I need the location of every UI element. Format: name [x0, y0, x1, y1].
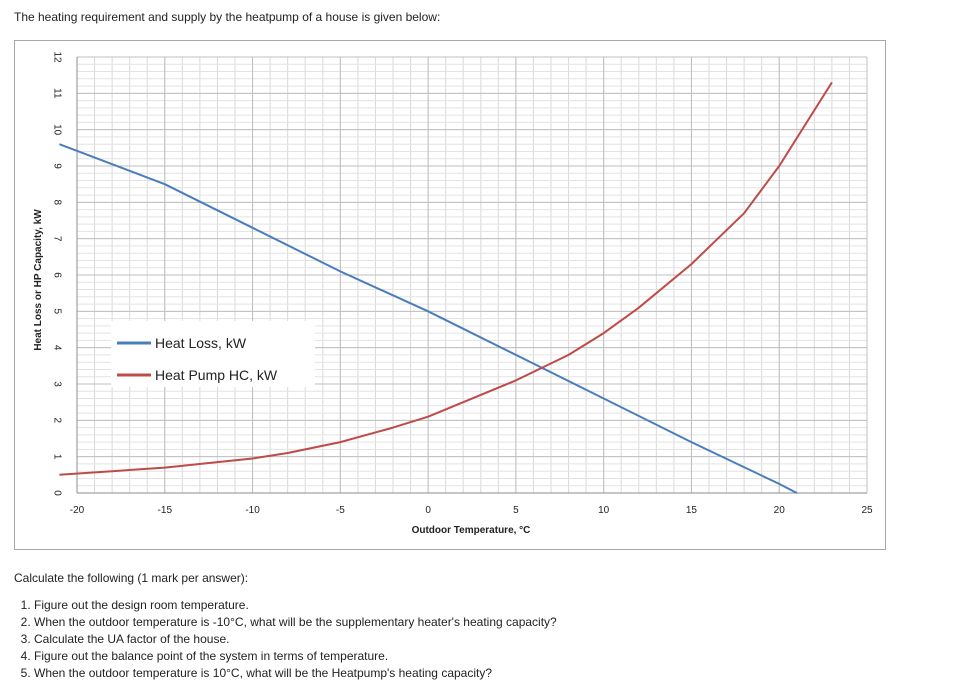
- y-tick-label: 8: [51, 200, 62, 206]
- x-axis-title: Outdoor Temperature, °C: [412, 525, 531, 536]
- question-item: When the outdoor temperature is 10°C, wh…: [34, 665, 557, 682]
- y-tick-label: 11: [51, 88, 62, 99]
- question-item: Figure out the design room temperature.: [34, 597, 557, 614]
- question-item: When the outdoor temperature is -10°C, w…: [34, 614, 557, 631]
- question-list: Figure out the design room temperature. …: [18, 597, 557, 682]
- y-tick-label: 4: [51, 345, 62, 351]
- y-tick-label: 10: [51, 124, 62, 136]
- x-tick-label: 5: [513, 505, 519, 516]
- y-tick-label: 12: [51, 51, 62, 63]
- legend-label: Heat Loss, kW: [155, 335, 247, 351]
- y-tick-label: 9: [51, 163, 62, 169]
- series-line: [59, 143, 798, 494]
- x-tick-label: 25: [861, 505, 873, 516]
- heat-chart: -20 -15 -10 -5 0 5 10 15 20 250123456789101112Out…: [33, 51, 873, 536]
- x-tick-label: -10: [245, 505, 260, 516]
- y-tick-label: 1: [51, 454, 62, 460]
- x-tick-label: -15: [158, 505, 173, 516]
- series-line: [59, 81, 833, 476]
- y-tick-label: 2: [51, 418, 62, 424]
- y-tick-label: 0: [51, 490, 62, 496]
- x-tick-label: -5: [336, 505, 345, 516]
- chart-frame: -20 -15 -10 -5 0 5 10 15 20 25 0 1 2 3 4 5 6 7 8 9 10 11 12 Out…: [14, 40, 886, 550]
- y-tick-label: 7: [51, 236, 62, 242]
- x-tick-label: -20: [70, 505, 85, 516]
- intro-text: The heating requirement and supply by th…: [14, 10, 441, 24]
- question-item: Calculate the UA factor of the house.: [34, 631, 557, 648]
- questions-intro: Calculate the following (1 mark per answ…: [14, 571, 249, 585]
- y-tick-label: 5: [51, 309, 62, 315]
- x-tick-label: 10: [598, 505, 610, 516]
- x-tick-label: 0: [425, 505, 431, 516]
- y-tick-label: 3: [51, 381, 62, 387]
- x-tick-label: 15: [686, 505, 698, 516]
- legend-label: Heat Pump HC, kW: [155, 367, 278, 383]
- question-item: Figure out the balance point of the syst…: [34, 648, 557, 665]
- y-tick-label: 6: [51, 272, 62, 278]
- y-axis-title: Heat Loss or HP Capacity, kW: [33, 209, 44, 351]
- x-tick-label: 20: [774, 505, 786, 516]
